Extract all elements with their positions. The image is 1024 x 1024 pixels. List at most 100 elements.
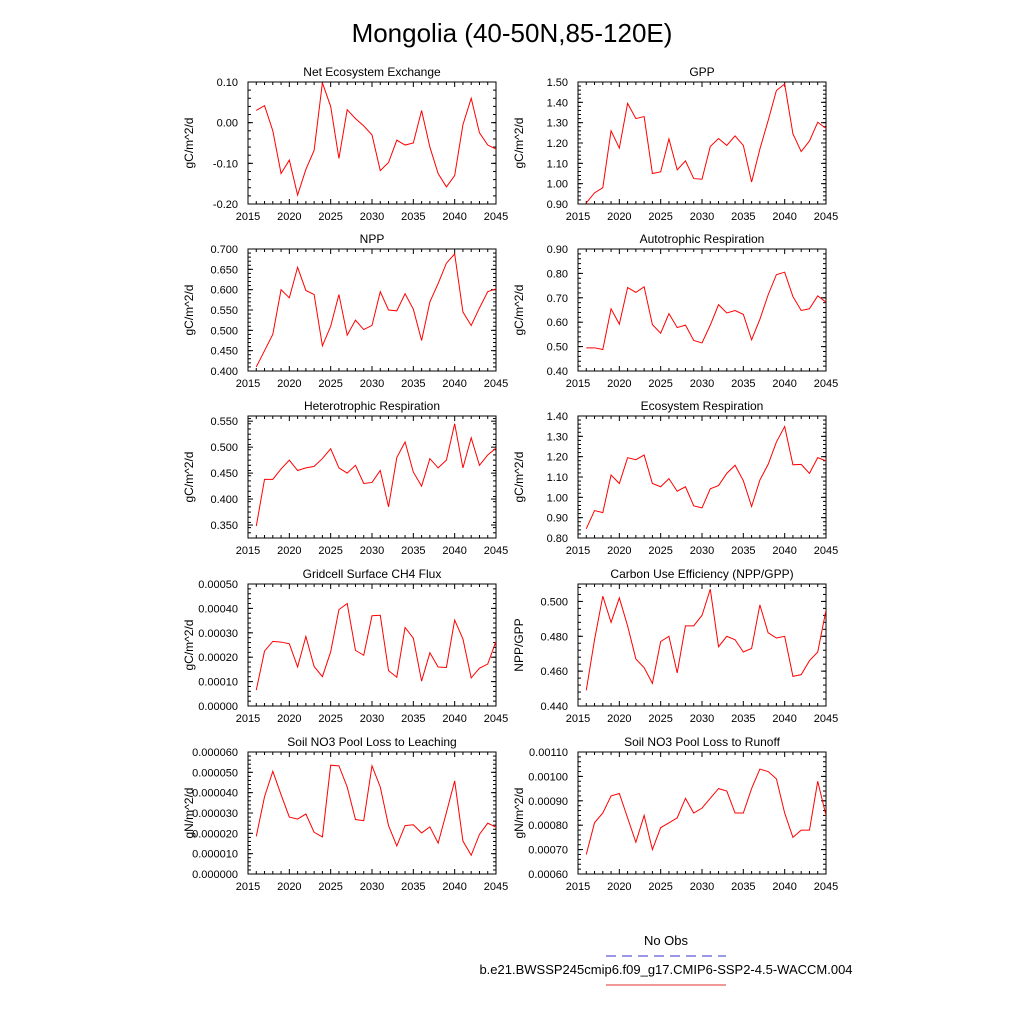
series-line-ecosystem-respiration <box>585 425 826 530</box>
y-tick-label: 0.00110 <box>529 747 568 759</box>
legend-label-run: b.e21.BWSSP245cmip6.f09_g17.CMIP6-SSP2-4… <box>479 962 852 977</box>
plot-frame <box>247 248 497 372</box>
panel-title: GPP <box>689 65 714 79</box>
x-tick-label: 2015 <box>566 211 590 223</box>
y-tick-label: 1.00 <box>547 179 568 191</box>
x-tick-label: 2045 <box>484 378 508 390</box>
x-tick-label: 2040 <box>772 545 796 557</box>
x-tick-label: 2020 <box>277 545 301 557</box>
y-tick-label: 1.30 <box>547 431 568 443</box>
series-line-soil-no3-pool-loss-to-runoff <box>585 768 826 855</box>
x-tick-label: 2025 <box>648 211 672 223</box>
panel-title: Soil NO3 Pool Loss to Runoff <box>624 735 781 749</box>
x-tick-label: 2035 <box>731 378 755 390</box>
y-tick-label: 0.00050 <box>198 579 238 591</box>
series-line-carbon-use-efficiency-npp-gpp <box>585 589 826 691</box>
y-tick-label: 0.500 <box>210 325 238 337</box>
y-tick-label: 0.460 <box>540 666 568 678</box>
x-tick-label: 2020 <box>607 378 631 390</box>
y-tick-label: 1.20 <box>547 452 568 464</box>
x-tick-label: 2045 <box>814 881 838 893</box>
x-tick-label: 2035 <box>401 713 425 725</box>
y-tick-label: 0.000050 <box>192 767 238 779</box>
x-tick-label: 2045 <box>484 713 508 725</box>
x-tick-label: 2030 <box>690 545 714 557</box>
x-tick-label: 2020 <box>277 881 301 893</box>
y-axis-label: NPP/GPP <box>512 618 526 671</box>
x-tick-label: 2045 <box>814 378 838 390</box>
x-tick-label: 2025 <box>318 211 342 223</box>
plot-frame <box>577 248 827 372</box>
x-tick-label: 2040 <box>442 713 466 725</box>
x-tick-label: 2045 <box>814 713 838 725</box>
x-tick-label: 2025 <box>318 545 342 557</box>
figure-title: Mongolia (40-50N,85-120E) <box>352 18 673 48</box>
x-tick-label: 2015 <box>566 378 590 390</box>
y-tick-label: 1.30 <box>547 118 568 130</box>
y-axis-label: gC/m^2/d <box>182 285 196 336</box>
x-tick-label: 2035 <box>731 211 755 223</box>
y-tick-label: 0.000020 <box>192 828 238 840</box>
y-tick-label: 0.00060 <box>528 869 568 881</box>
y-axis-label: gN/m^2/d <box>512 788 526 839</box>
y-tick-label: 0.000000 <box>192 869 238 881</box>
y-tick-label: 0.000010 <box>192 849 238 861</box>
panel-title: Carbon Use Efficiency (NPP/GPP) <box>610 567 793 581</box>
panel-net-ecosystem-exchange: Net Ecosystem Exchange gC/m^2/d 2015 2020 20… <box>182 65 508 223</box>
panel-title: Net Ecosystem Exchange <box>303 65 441 79</box>
x-tick-label: 2040 <box>442 211 466 223</box>
x-tick-label: 2045 <box>484 881 508 893</box>
x-tick-label: 2035 <box>401 545 425 557</box>
panel-npp: NPP gC/m^2/d 2015 2020 2025 2030 2035 2040 2045 0… <box>182 232 508 390</box>
y-tick-label: 0.00030 <box>198 628 238 640</box>
x-tick-label: 2035 <box>401 211 425 223</box>
legend: No Obs b.e21.BWSSP245cmip6.f09_g17.CMIP6… <box>479 933 853 986</box>
x-tick-label: 2035 <box>731 545 755 557</box>
panel-title: Heterotrophic Respiration <box>304 399 440 413</box>
x-tick-label: 2035 <box>401 378 425 390</box>
x-tick-label: 2015 <box>236 378 260 390</box>
x-tick-label: 2015 <box>566 545 590 557</box>
y-tick-label: 0.70 <box>547 293 568 305</box>
y-tick-label: 1.00 <box>547 492 568 504</box>
x-tick-label: 2030 <box>690 881 714 893</box>
y-tick-label: 0.480 <box>540 631 568 643</box>
y-tick-label: 0.60 <box>547 317 568 329</box>
x-tick-label: 2015 <box>566 713 590 725</box>
plot-frame <box>577 583 827 707</box>
y-tick-label: 0.80 <box>547 533 568 545</box>
y-tick-label: 0.00 <box>217 118 238 130</box>
y-axis-label: gC/m^2/d <box>512 118 526 169</box>
x-tick-label: 2045 <box>814 545 838 557</box>
x-tick-label: 2030 <box>690 378 714 390</box>
x-tick-label: 2020 <box>277 211 301 223</box>
x-tick-label: 2025 <box>648 545 672 557</box>
panel-title: Autotrophic Respiration <box>640 232 765 246</box>
plot-frame <box>577 751 827 875</box>
x-tick-label: 2015 <box>236 211 260 223</box>
x-tick-label: 2045 <box>484 545 508 557</box>
x-tick-label: 2025 <box>318 881 342 893</box>
x-tick-label: 2020 <box>607 713 631 725</box>
plot-frame <box>247 415 497 539</box>
y-tick-label: 0.400 <box>210 494 238 506</box>
series-line-heterotrophic-respiration <box>255 423 496 527</box>
x-tick-label: 2020 <box>277 713 301 725</box>
x-tick-label: 2030 <box>360 713 384 725</box>
panel-autotrophic-respiration: Autotrophic Respiration gC/m^2/d 2015 2020 2… <box>512 232 838 390</box>
x-tick-label: 2040 <box>772 211 796 223</box>
y-tick-label: 1.10 <box>547 158 568 170</box>
y-tick-label: 0.500 <box>210 442 238 454</box>
y-tick-label: 0.00040 <box>198 603 238 615</box>
y-tick-label: 0.550 <box>210 305 238 317</box>
x-tick-label: 2030 <box>360 545 384 557</box>
y-tick-label: 0.00080 <box>528 820 568 832</box>
x-tick-label: 2020 <box>607 211 631 223</box>
y-tick-label: 0.500 <box>540 596 568 608</box>
series-line-npp <box>255 252 496 368</box>
x-tick-label: 2035 <box>731 881 755 893</box>
y-tick-label: 0.440 <box>540 701 568 713</box>
y-tick-label: 0.600 <box>210 285 238 297</box>
panel-title: Soil NO3 Pool Loss to Leaching <box>287 735 456 749</box>
